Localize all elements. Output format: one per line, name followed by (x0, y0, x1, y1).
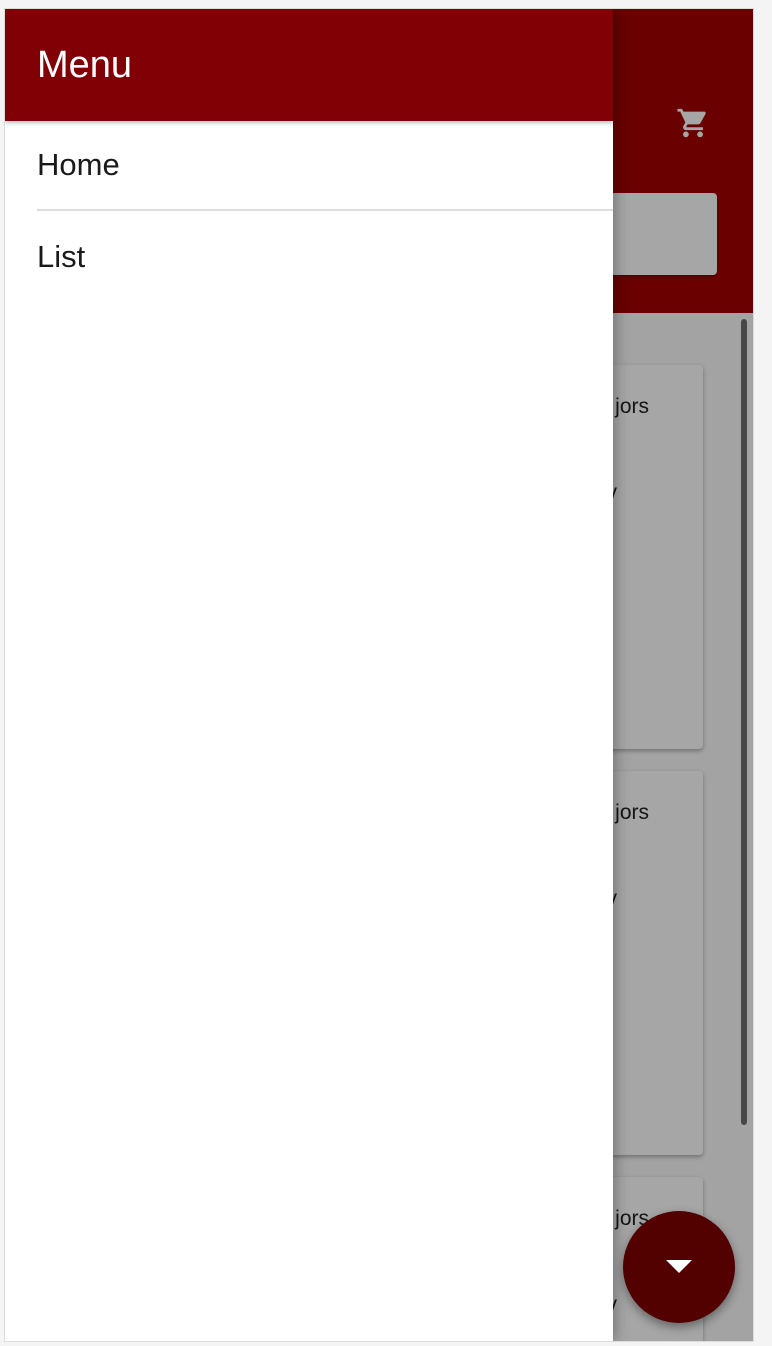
divider (37, 209, 613, 211)
drawer-header: Menu (5, 9, 613, 121)
scrollbar[interactable] (741, 319, 747, 1125)
cart-button[interactable] (669, 99, 717, 147)
drawer-item-list[interactable]: List (37, 211, 613, 303)
drawer-title: Menu (37, 43, 133, 86)
card-title: jors (615, 1207, 649, 1230)
drawer-item-home[interactable]: Home (37, 121, 613, 209)
drawer-item-label: List (37, 239, 86, 274)
shopping-cart-icon (677, 108, 706, 138)
drawer-menu: Home List (5, 121, 613, 303)
scroll-down-fab[interactable] (623, 1211, 735, 1323)
drawer-item-label: Home (37, 147, 120, 182)
card-title: jors (615, 801, 649, 824)
navigation-drawer: Menu Home List (5, 9, 613, 1341)
card-title: jors (615, 395, 649, 418)
arrow-drop-down-icon (666, 1260, 692, 1273)
app-window: jors v jors v jors v Menu Home (4, 8, 754, 1342)
